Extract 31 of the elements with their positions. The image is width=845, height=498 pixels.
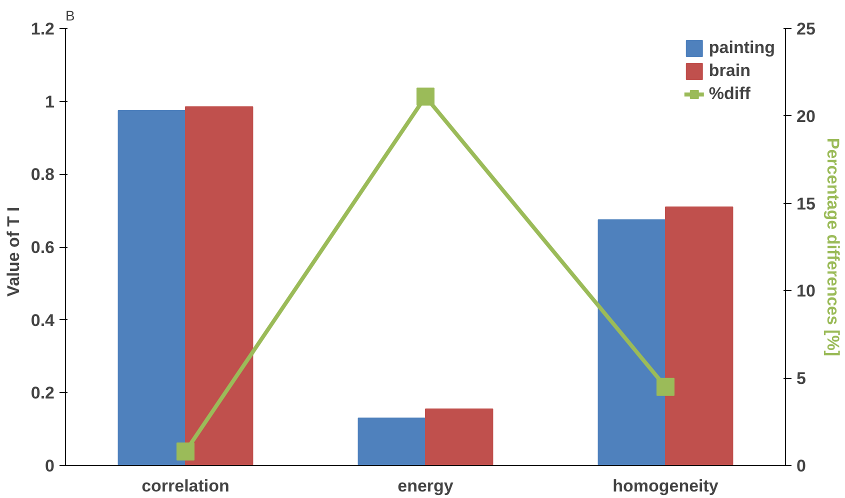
bar [118,110,186,466]
y2-tick-label: 0 [796,456,806,476]
legend-label: %diff [708,84,750,104]
point [416,88,434,106]
y-tick-label: 0.6 [30,238,55,257]
x-tick-label: energy [398,476,454,496]
y2-tick-label: 10 [796,282,816,301]
legend-label: painting [708,38,775,58]
y-tick-label: 0.2 [30,384,55,403]
y-axis-title: Value of T I [4,206,23,297]
y-tick-label: 0.8 [30,165,55,184]
bar [358,418,426,466]
bar [185,106,254,466]
bar [425,408,494,466]
y2-tick-label: 25 [796,20,816,38]
bar [598,219,666,466]
legend-label: brain [708,61,750,81]
x-tick-label: correlation [142,476,230,496]
y-tick-label: 0 [45,456,55,476]
x-tick-label: homogeneity [612,476,719,496]
y-tick-label: 1 [45,92,55,112]
y2-axis-title: Percentage differences [%] [823,138,842,356]
bar [665,206,734,466]
chart-title: B [66,8,75,24]
y2-tick-label: 5 [796,369,806,388]
point [176,442,194,461]
y2-tick-label: 15 [796,194,816,214]
y2-tick-label: 20 [796,106,816,126]
y-tick-label: 1.2 [30,20,55,38]
y-tick-label: 0.4 [30,310,56,330]
point [656,378,674,396]
